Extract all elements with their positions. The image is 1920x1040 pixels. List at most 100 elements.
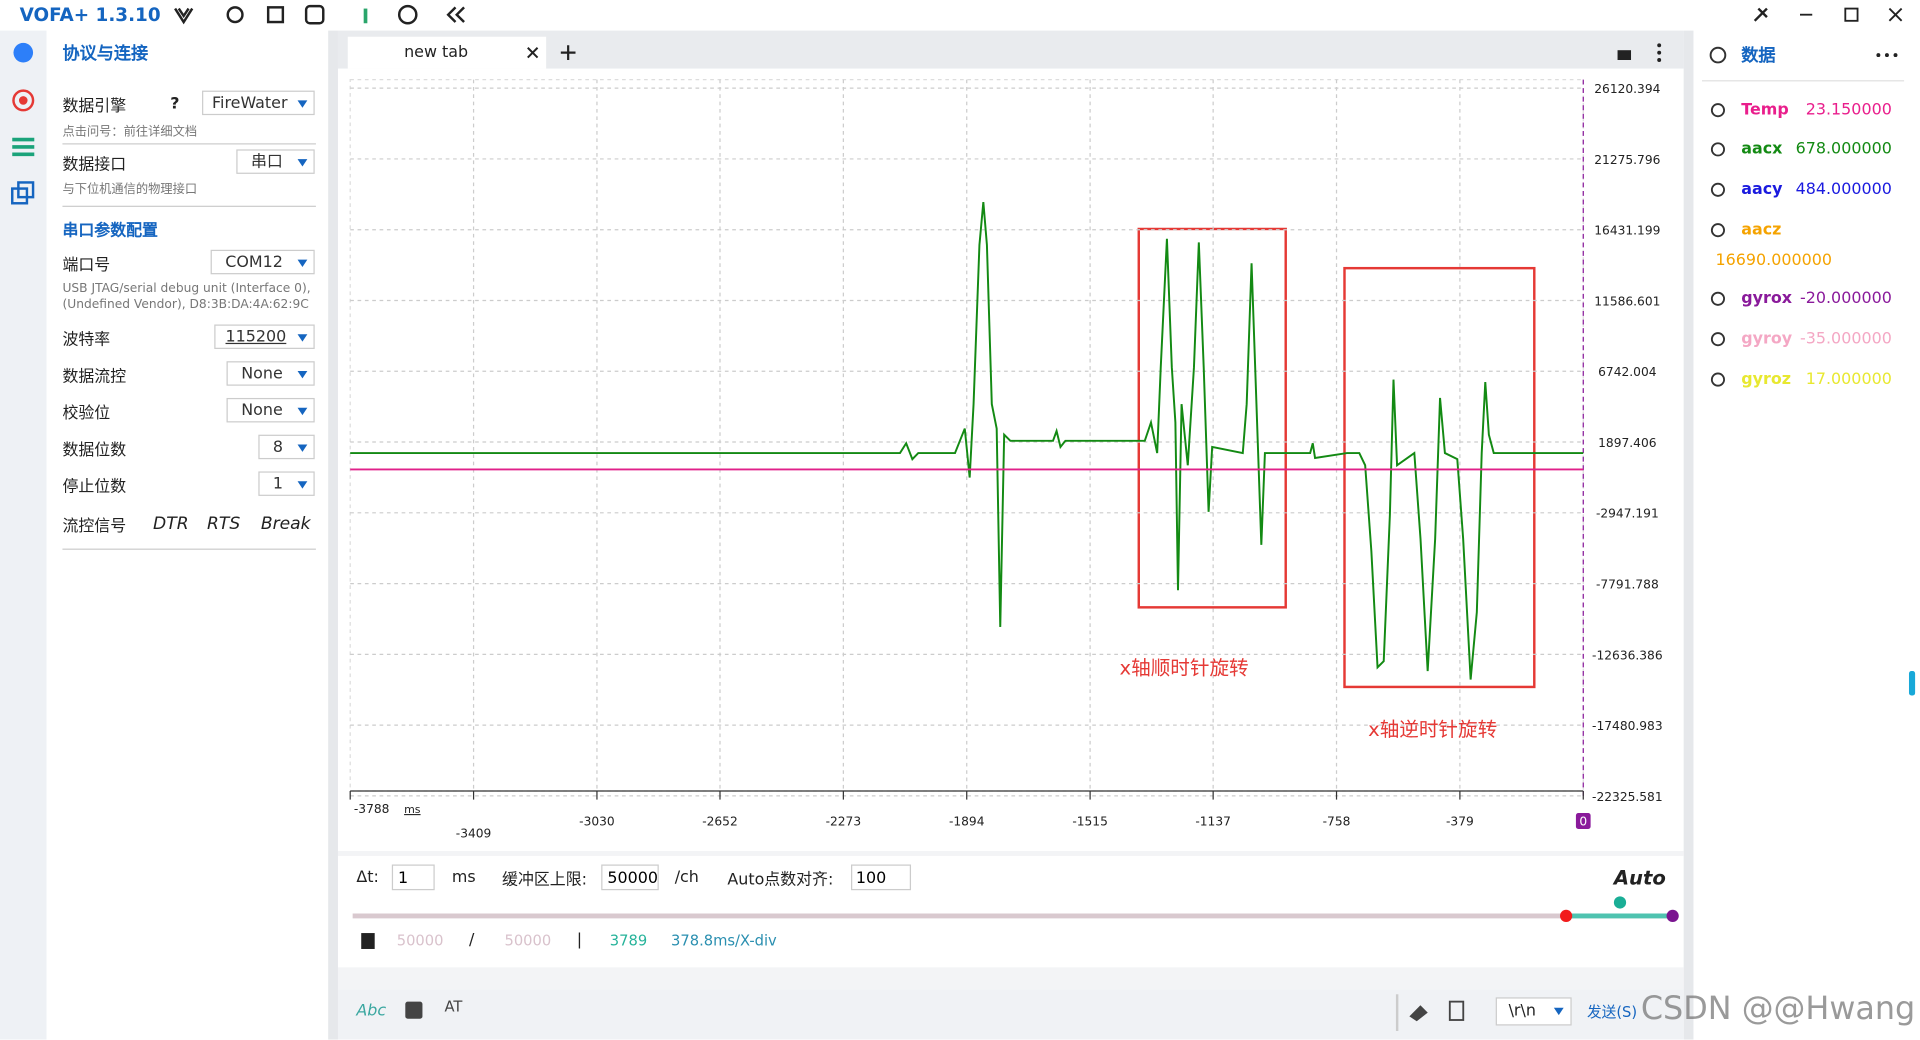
dropdown[interactable]: None [226,361,315,386]
dropdown[interactable]: 1 [258,471,315,496]
nav-icon[interactable] [18,96,28,105]
menu[interactable] [1657,50,1662,55]
eye-icon[interactable] [1710,142,1726,157]
channel-value: -20.000000 [1800,289,1892,308]
scrollbar[interactable] [1908,671,1916,696]
tab-add[interactable] [560,45,576,61]
icon[interactable] [397,4,418,25]
y-tick-label: -22325.581 [1592,790,1663,804]
dropdown-arrow [1553,1007,1564,1016]
dropdown[interactable]: 115200 [214,324,315,349]
signal-toggle[interactable]: RTS [206,514,241,534]
y-tick-label: 11586.601 [1594,294,1660,308]
nav-icon[interactable] [17,181,35,199]
send-file-icon[interactable] [405,1001,423,1019]
separator [62,548,316,550]
channel-name[interactable]: Temp [1741,101,1789,120]
label: Auto点数对齐: [727,871,834,890]
channel-name[interactable]: aacx [1741,140,1783,159]
dropdown[interactable]: 串口 [236,149,315,174]
send-input[interactable]: AT [444,997,463,1016]
log-icon[interactable] [1448,1000,1465,1021]
label: 停止位数 [62,478,127,497]
channel-name[interactable]: aacz [1741,221,1782,240]
x-tick-label: -3030 [579,814,615,828]
nav-icon[interactable] [13,42,34,63]
icon[interactable] [304,4,325,25]
eol-select[interactable] [1495,997,1572,1026]
eye-icon[interactable] [1710,223,1726,238]
menu[interactable] [1876,53,1881,58]
label: 校验位 [62,404,111,424]
eol-value[interactable]: \r\n [1508,1002,1536,1021]
input[interactable]: 50000 [601,864,659,891]
section-title: 协议与连接 [62,44,149,64]
stat: 50000 [396,931,444,949]
spinbox[interactable]: 1 [391,864,435,891]
signal-toggle[interactable]: Break [260,514,311,534]
menu[interactable] [1657,43,1662,48]
trash-icon[interactable] [361,933,375,949]
eye-icon[interactable] [1710,103,1726,118]
hint[interactable]: 点击问号：前往详细文档 [62,125,198,139]
label: Δt: [356,868,379,888]
label: 流控信号 [62,517,127,536]
maximize[interactable] [1844,7,1859,22]
divider [337,967,1684,990]
spinbox[interactable]: 100 [851,864,912,891]
icon[interactable] [363,8,368,24]
icon[interactable] [226,6,244,24]
annotation: x轴顺时针旋转 [1120,657,1249,680]
label: 数据位数 [62,441,127,460]
nav-icon[interactable] [12,89,35,112]
dropdown[interactable]: None [226,397,315,423]
tab[interactable] [347,36,547,69]
mode-toggle[interactable]: Abc [356,1002,387,1021]
menu[interactable] [1884,53,1889,58]
eye-icon[interactable] [1709,46,1727,64]
eye-icon[interactable] [1710,332,1726,347]
tab-title[interactable]: new tab [404,43,469,62]
y-tick-label: -7791.788 [1596,577,1659,591]
channel-name[interactable]: gyroz [1741,370,1792,389]
y-tick-label: -2947.191 [1596,507,1659,521]
dropdown[interactable]: COM12 [210,249,315,275]
slider-handle[interactable] [1666,909,1679,923]
slider-handle[interactable] [1613,896,1627,909]
channel-value: -35.000000 [1800,330,1892,349]
channel-name[interactable]: aacy [1741,180,1783,199]
menu[interactable] [1657,58,1662,62]
icon[interactable] [174,7,194,25]
auto-toggle[interactable]: Auto [1613,866,1666,890]
tab-close[interactable] [527,47,539,59]
label: 波特率 [62,331,111,350]
nav-icon[interactable] [12,137,35,157]
dropdown[interactable]: FireWater [202,90,315,116]
series-line [350,201,1584,680]
clear-icon[interactable] [1409,1005,1428,1022]
icon[interactable] [266,6,285,24]
dropdown[interactable]: 8 [258,434,315,460]
stat: 50000 [504,931,552,949]
eye-icon[interactable] [1710,182,1726,197]
x-tick-label: -1137 [1195,814,1231,828]
y-tick-label: 26120.394 [1594,82,1660,96]
menu[interactable] [1893,53,1898,58]
icon[interactable] [446,6,465,23]
close[interactable] [1888,7,1903,22]
y-tick-label: 21275.796 [1594,153,1660,167]
pin[interactable] [1753,7,1768,22]
eye-icon[interactable] [1710,372,1726,387]
help[interactable]: ? [170,94,180,114]
send-button[interactable]: 发送(S) [1586,1003,1638,1021]
port-desc: USB JTAG/serial debug unit (Interface 0)… [62,282,311,296]
channel-name[interactable]: gyrox [1741,289,1793,308]
annotation: x轴逆时针旋转 [1368,718,1497,741]
eye-icon[interactable] [1710,291,1726,306]
signal-toggle[interactable]: DTR [153,514,189,534]
slider-handle[interactable] [1560,909,1573,923]
lock[interactable] [1617,50,1632,61]
channel-name[interactable]: gyroy [1741,330,1793,349]
